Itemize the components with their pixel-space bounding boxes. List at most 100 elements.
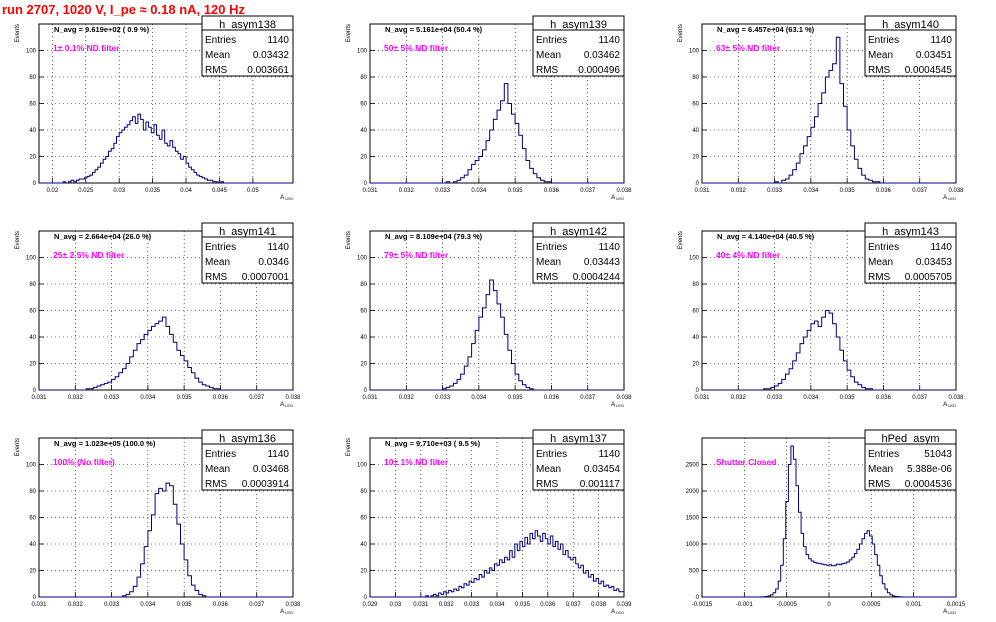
x-tick-label: 0.036: [876, 395, 892, 401]
y-tick-label: 40: [692, 335, 699, 341]
histogram-hPed_asym: -0.0015 -0.001 -0.0005 0 0.0005 0.001 0.0015 0 5…: [686, 429, 966, 615]
x-tick-label: 0.034: [803, 188, 819, 194]
stats-value-rms: 0.0005705: [905, 272, 953, 283]
x-tick-label: 0.037: [580, 188, 596, 194]
y-axis-label: Events: [678, 24, 684, 42]
x-tick-label: 0.025: [78, 188, 94, 194]
x-tick-label: 0.035: [145, 188, 161, 194]
x-tick-label: 0.038: [285, 602, 301, 608]
x-axis-label: A LED: [943, 402, 956, 408]
stats-label-rms: RMS: [868, 272, 891, 283]
stats-label-rms: RMS: [536, 479, 559, 490]
stats-label-entries: Entries: [205, 35, 236, 46]
histogram-line: [702, 36, 956, 184]
x-tick-label: 0.033: [104, 395, 120, 401]
histogram-line: [39, 316, 293, 391]
stats-label-mean: Mean: [868, 50, 893, 61]
stats-box: [201, 15, 294, 77]
y-tick-label: 60: [692, 309, 699, 315]
y-tick-label: 20: [692, 362, 699, 368]
y-axis-label: Events: [15, 231, 21, 249]
filter-annotation: 10± 1% ND filter: [384, 457, 449, 467]
y-tick-label: 20: [29, 155, 36, 161]
histogram-h_asym140: 0.031 0.032 0.033 0.034 0.035 0.036 0.037 0.038…: [678, 15, 964, 201]
histogram-h_asym139: 0.031 0.032 0.033 0.034 0.035 0.036 0.037 0.038…: [346, 15, 632, 201]
x-tick-label: 0.034: [140, 602, 156, 608]
stats-value-entries: 1140: [598, 35, 620, 46]
x-tick-label: 0.032: [731, 188, 747, 194]
y-tick-label: 20: [29, 569, 36, 575]
y-axis-label: Events: [346, 24, 352, 42]
stats-box: [532, 222, 625, 284]
stats-value-mean: 0.03451: [916, 50, 953, 61]
stats-title: h_asym143: [882, 226, 939, 238]
y-tick-label: 20: [29, 362, 36, 368]
x-tick-label: -0.0015: [692, 602, 713, 608]
y-tick-label: 40: [29, 542, 36, 548]
stats-label-rms: RMS: [536, 65, 559, 76]
x-tick-label: -0.0005: [776, 602, 797, 608]
y-tick-label: 500: [689, 569, 700, 575]
stats-title: h_asym136: [219, 433, 276, 445]
x-tick-label: 0.031: [362, 395, 378, 401]
stats-label-mean: Mean: [205, 50, 230, 61]
filter-annotation: 50± 5% ND filter: [384, 43, 449, 53]
y-tick-label: 0: [33, 388, 37, 394]
stats-title: hPed_asym: [881, 433, 939, 445]
stats-value-rms: 0.0007001: [242, 272, 290, 283]
x-tick-label: 0.036: [540, 602, 556, 608]
x-tick-label: 0.034: [140, 395, 156, 401]
y-axis-label: Events: [15, 438, 21, 456]
y-tick-label: 20: [360, 569, 367, 575]
stats-label-mean: Mean: [536, 464, 561, 475]
x-tick-label: 0.029: [362, 602, 378, 608]
x-tick-label: 0.035: [177, 395, 193, 401]
stats-value-mean: 0.03468: [253, 464, 290, 475]
histogram-h_asym142: 0.031 0.032 0.033 0.034 0.035 0.036 0.037 0.038…: [346, 222, 632, 408]
histogram-h_asym143: 0.031 0.032 0.033 0.034 0.035 0.036 0.037 0.038…: [678, 222, 964, 408]
x-tick-label: 0.032: [68, 602, 84, 608]
x-tick-label: 0.037: [912, 188, 928, 194]
stats-value-entries: 1140: [267, 449, 289, 460]
stats-label-mean: Mean: [205, 464, 230, 475]
y-tick-label: 20: [692, 155, 699, 161]
x-tick-label: 0.036: [544, 395, 560, 401]
x-tick-label: 0.037: [912, 395, 928, 401]
y-tick-label: 100: [26, 463, 37, 469]
stats-label-rms: RMS: [205, 65, 228, 76]
stats-label-mean: Mean: [536, 50, 561, 61]
y-axis-label: Events: [678, 231, 684, 249]
x-axis-label: A LED: [611, 195, 624, 201]
x-tick-label: 0.04: [180, 188, 192, 194]
filter-annotation: 40± 4% ND filter: [716, 250, 781, 260]
y-axis-label: Events: [346, 231, 352, 249]
x-tick-label: 0.034: [471, 395, 487, 401]
stats-label-entries: Entries: [536, 35, 567, 46]
stats-title: h_asym142: [550, 226, 607, 238]
stats-label-rms: RMS: [536, 272, 559, 283]
x-tick-label: 0.038: [285, 395, 301, 401]
stats-label-entries: Entries: [868, 449, 899, 460]
stats-label-entries: Entries: [205, 242, 236, 253]
navg-label: N_avg = 1.023e+05 (100.0 %): [54, 439, 156, 448]
x-tick-label: 0.036: [544, 188, 560, 194]
x-tick-label: 0.033: [767, 188, 783, 194]
y-tick-label: 0: [696, 388, 700, 394]
filter-annotation: 100% (No filter): [53, 457, 115, 467]
x-tick-label: 0.032: [439, 602, 455, 608]
x-tick-label: 0.034: [803, 395, 819, 401]
navg-label: N_avg = 2.664e+04 (26.0 %): [54, 232, 152, 241]
y-tick-label: 60: [29, 516, 36, 522]
stats-value-mean: 5.388e-06: [907, 464, 952, 475]
y-tick-label: 0: [364, 595, 368, 601]
stats-label-entries: Entries: [205, 449, 236, 460]
histogram-line: [39, 482, 293, 598]
histogram-line: [370, 83, 624, 184]
y-tick-label: 20: [360, 362, 367, 368]
y-tick-label: 1000: [686, 542, 700, 548]
y-tick-label: 2500: [686, 463, 700, 469]
y-tick-label: 100: [26, 49, 37, 55]
stats-label-entries: Entries: [536, 449, 567, 460]
x-tick-label: 0.031: [694, 188, 710, 194]
